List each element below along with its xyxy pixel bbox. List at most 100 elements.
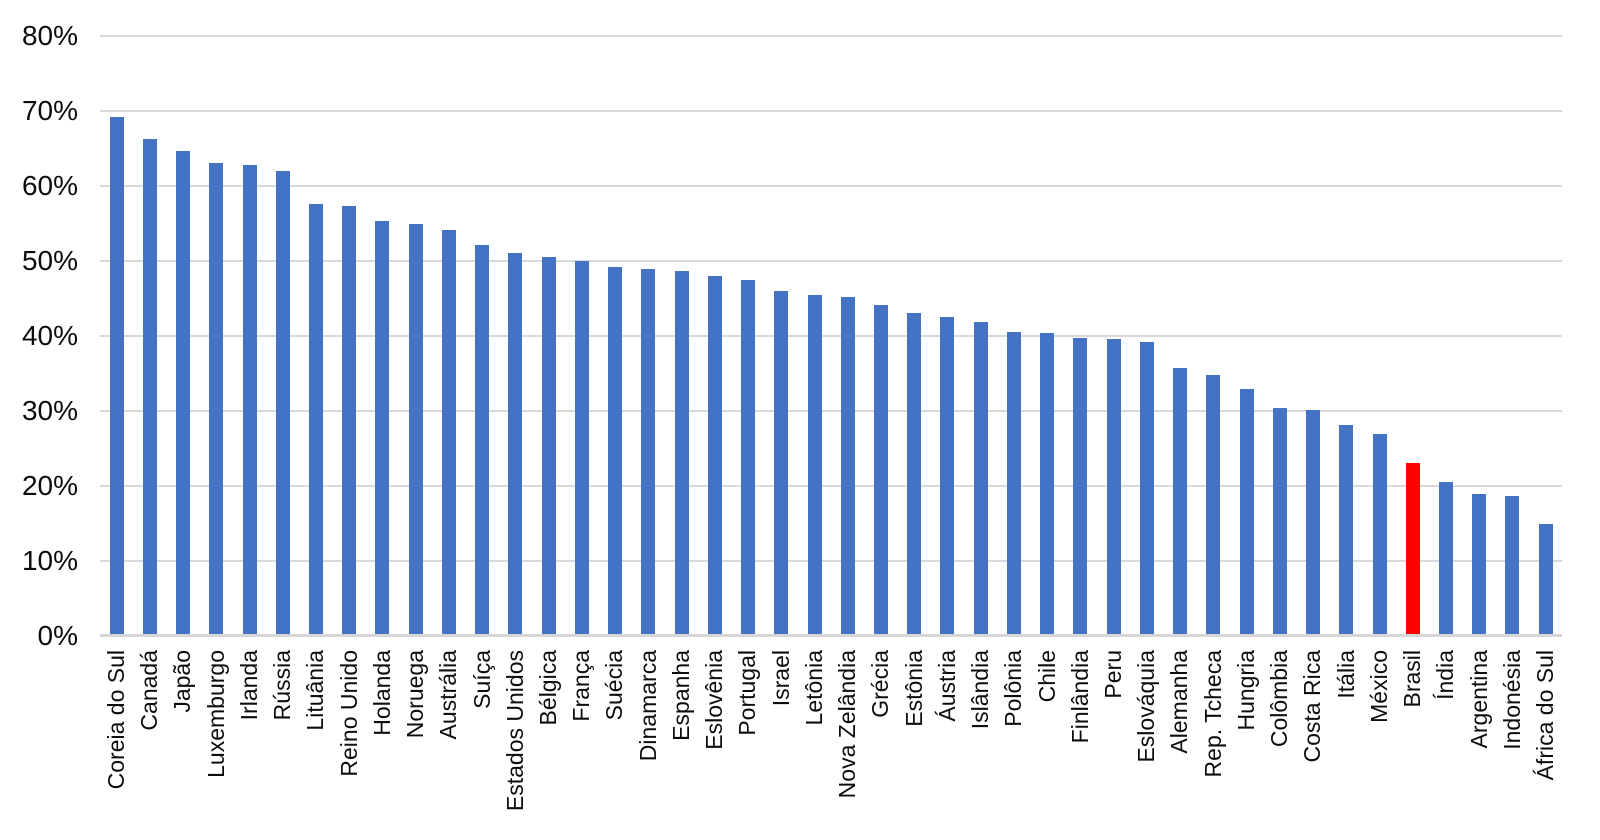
- x-label-cell: Finlândia: [1064, 650, 1097, 743]
- bar-b-lgica: [541, 256, 556, 636]
- x-axis-label: Indonésia: [1498, 650, 1525, 750]
- x-label-cell: Costa Rica: [1296, 650, 1329, 762]
- x-label-cell: Argentina: [1463, 650, 1496, 748]
- bar-fran-a: [574, 261, 589, 636]
- bar-it-lia: [1339, 425, 1354, 636]
- x-label-cell: Japão: [166, 650, 199, 713]
- x-axis-label: Índia: [1432, 650, 1459, 700]
- bar-col-mbia: [1272, 408, 1287, 636]
- x-label-cell: Índia: [1429, 650, 1462, 700]
- gridline: [100, 110, 1562, 112]
- bar-eslov-quia: [1139, 342, 1154, 636]
- bar-estados-unidos: [508, 252, 523, 636]
- bar-r-ssia: [275, 171, 290, 636]
- bar-column: [765, 36, 798, 636]
- x-label-cell: Noruega: [399, 650, 432, 738]
- bar-column: [964, 36, 997, 636]
- x-label-cell: Islândia: [964, 650, 997, 729]
- bar-finl-ndia: [1073, 337, 1088, 636]
- bar-argentina: [1472, 493, 1487, 636]
- bar-column: [299, 36, 332, 636]
- x-axis-label: Suécia: [601, 650, 628, 721]
- x-label-cell: Espanha: [665, 650, 698, 741]
- bar-irlanda: [242, 165, 257, 636]
- x-axis-label: Noruega: [402, 650, 429, 739]
- x-axis-label: Islândia: [967, 650, 994, 730]
- bar-chile: [1040, 333, 1055, 636]
- bar-column: [1429, 36, 1462, 636]
- bar-est-nia: [907, 312, 922, 636]
- bar--frica-do-sul: [1538, 524, 1553, 636]
- x-axis-label: França: [568, 650, 595, 722]
- x-label-cell: Grécia: [864, 650, 897, 718]
- x-axis-label: Israel: [767, 650, 794, 707]
- bar-austr-lia: [441, 229, 456, 636]
- x-label-cell: Hungria: [1230, 650, 1263, 731]
- x-label-cell: Luxemburgo: [200, 650, 233, 778]
- y-axis-tick-label: 50%: [21, 245, 78, 276]
- bar-column: [1164, 36, 1197, 636]
- bar-indon-sia: [1505, 495, 1520, 636]
- bar-column: [1496, 36, 1529, 636]
- bar-column: [1230, 36, 1263, 636]
- bar-eslov-nia: [707, 276, 722, 636]
- bar-gr-cia: [874, 304, 888, 636]
- x-axis-label: México: [1365, 650, 1392, 723]
- x-axis-label: Reino Unido: [335, 650, 362, 777]
- x-label-cell: Chile: [1031, 650, 1064, 702]
- bar-column: [731, 36, 764, 636]
- x-axis-label: Rússia: [269, 650, 296, 721]
- bar-column: [997, 36, 1030, 636]
- x-label-cell: Canadá: [133, 650, 166, 731]
- gridline: [100, 260, 1562, 262]
- bar-column: [1330, 36, 1363, 636]
- x-label-cell: Letônia: [798, 650, 831, 725]
- bar-canad-: [142, 138, 157, 636]
- bar-column: [698, 36, 731, 636]
- bar-column: [898, 36, 931, 636]
- bar-jap-o: [176, 150, 191, 636]
- y-axis-tick-label: 0%: [37, 620, 78, 651]
- bar-column: [1296, 36, 1329, 636]
- bar-israel: [774, 291, 789, 636]
- x-label-cell: Estados Unidos: [499, 650, 532, 811]
- x-axis-label: Polônia: [1000, 650, 1027, 727]
- bar-portugal: [741, 279, 756, 636]
- x-label-cell: Eslováquia: [1130, 650, 1163, 763]
- bar-column: [1396, 36, 1429, 636]
- bar-column: [632, 36, 665, 636]
- y-axis-tick-label: 10%: [21, 545, 78, 576]
- gridline: [100, 185, 1562, 187]
- x-label-cell: Estônia: [898, 650, 931, 727]
- bar-isl-ndia: [973, 321, 988, 636]
- x-axis-label: Eslovênia: [701, 650, 728, 750]
- bar-litu-nia: [309, 204, 324, 636]
- bar-column: [166, 36, 199, 636]
- x-axis-label: Coreia do Sul: [102, 650, 129, 790]
- x-axis-label: Costa Rica: [1299, 650, 1326, 763]
- bar-nova-zel-ndia: [840, 297, 855, 636]
- gridline: [100, 35, 1562, 37]
- x-axis-label: Suíça: [468, 650, 495, 709]
- bar-noruega: [408, 224, 423, 636]
- bar-column: [931, 36, 964, 636]
- bar-column: [798, 36, 831, 636]
- x-axis-label: Estônia: [900, 650, 927, 727]
- x-label-cell: Indonésia: [1496, 650, 1529, 750]
- plot-area: [100, 35, 1562, 637]
- x-label-cell: Itália: [1330, 650, 1363, 699]
- x-axis-label: Espanha: [667, 650, 694, 741]
- gridline: [100, 410, 1562, 412]
- x-label-cell: Peru: [1097, 650, 1130, 699]
- x-label-cell: Polônia: [997, 650, 1030, 727]
- bar-column: [466, 36, 499, 636]
- bar-column: [366, 36, 399, 636]
- gridline: [100, 485, 1562, 487]
- x-axis-label: Peru: [1100, 650, 1126, 699]
- x-label-cell: Brasil: [1396, 650, 1429, 708]
- x-axis-label: Portugal: [734, 650, 761, 736]
- bar-holanda: [375, 220, 390, 636]
- bar-su-cia: [608, 267, 623, 636]
- x-label-cell: Irlanda: [233, 650, 266, 720]
